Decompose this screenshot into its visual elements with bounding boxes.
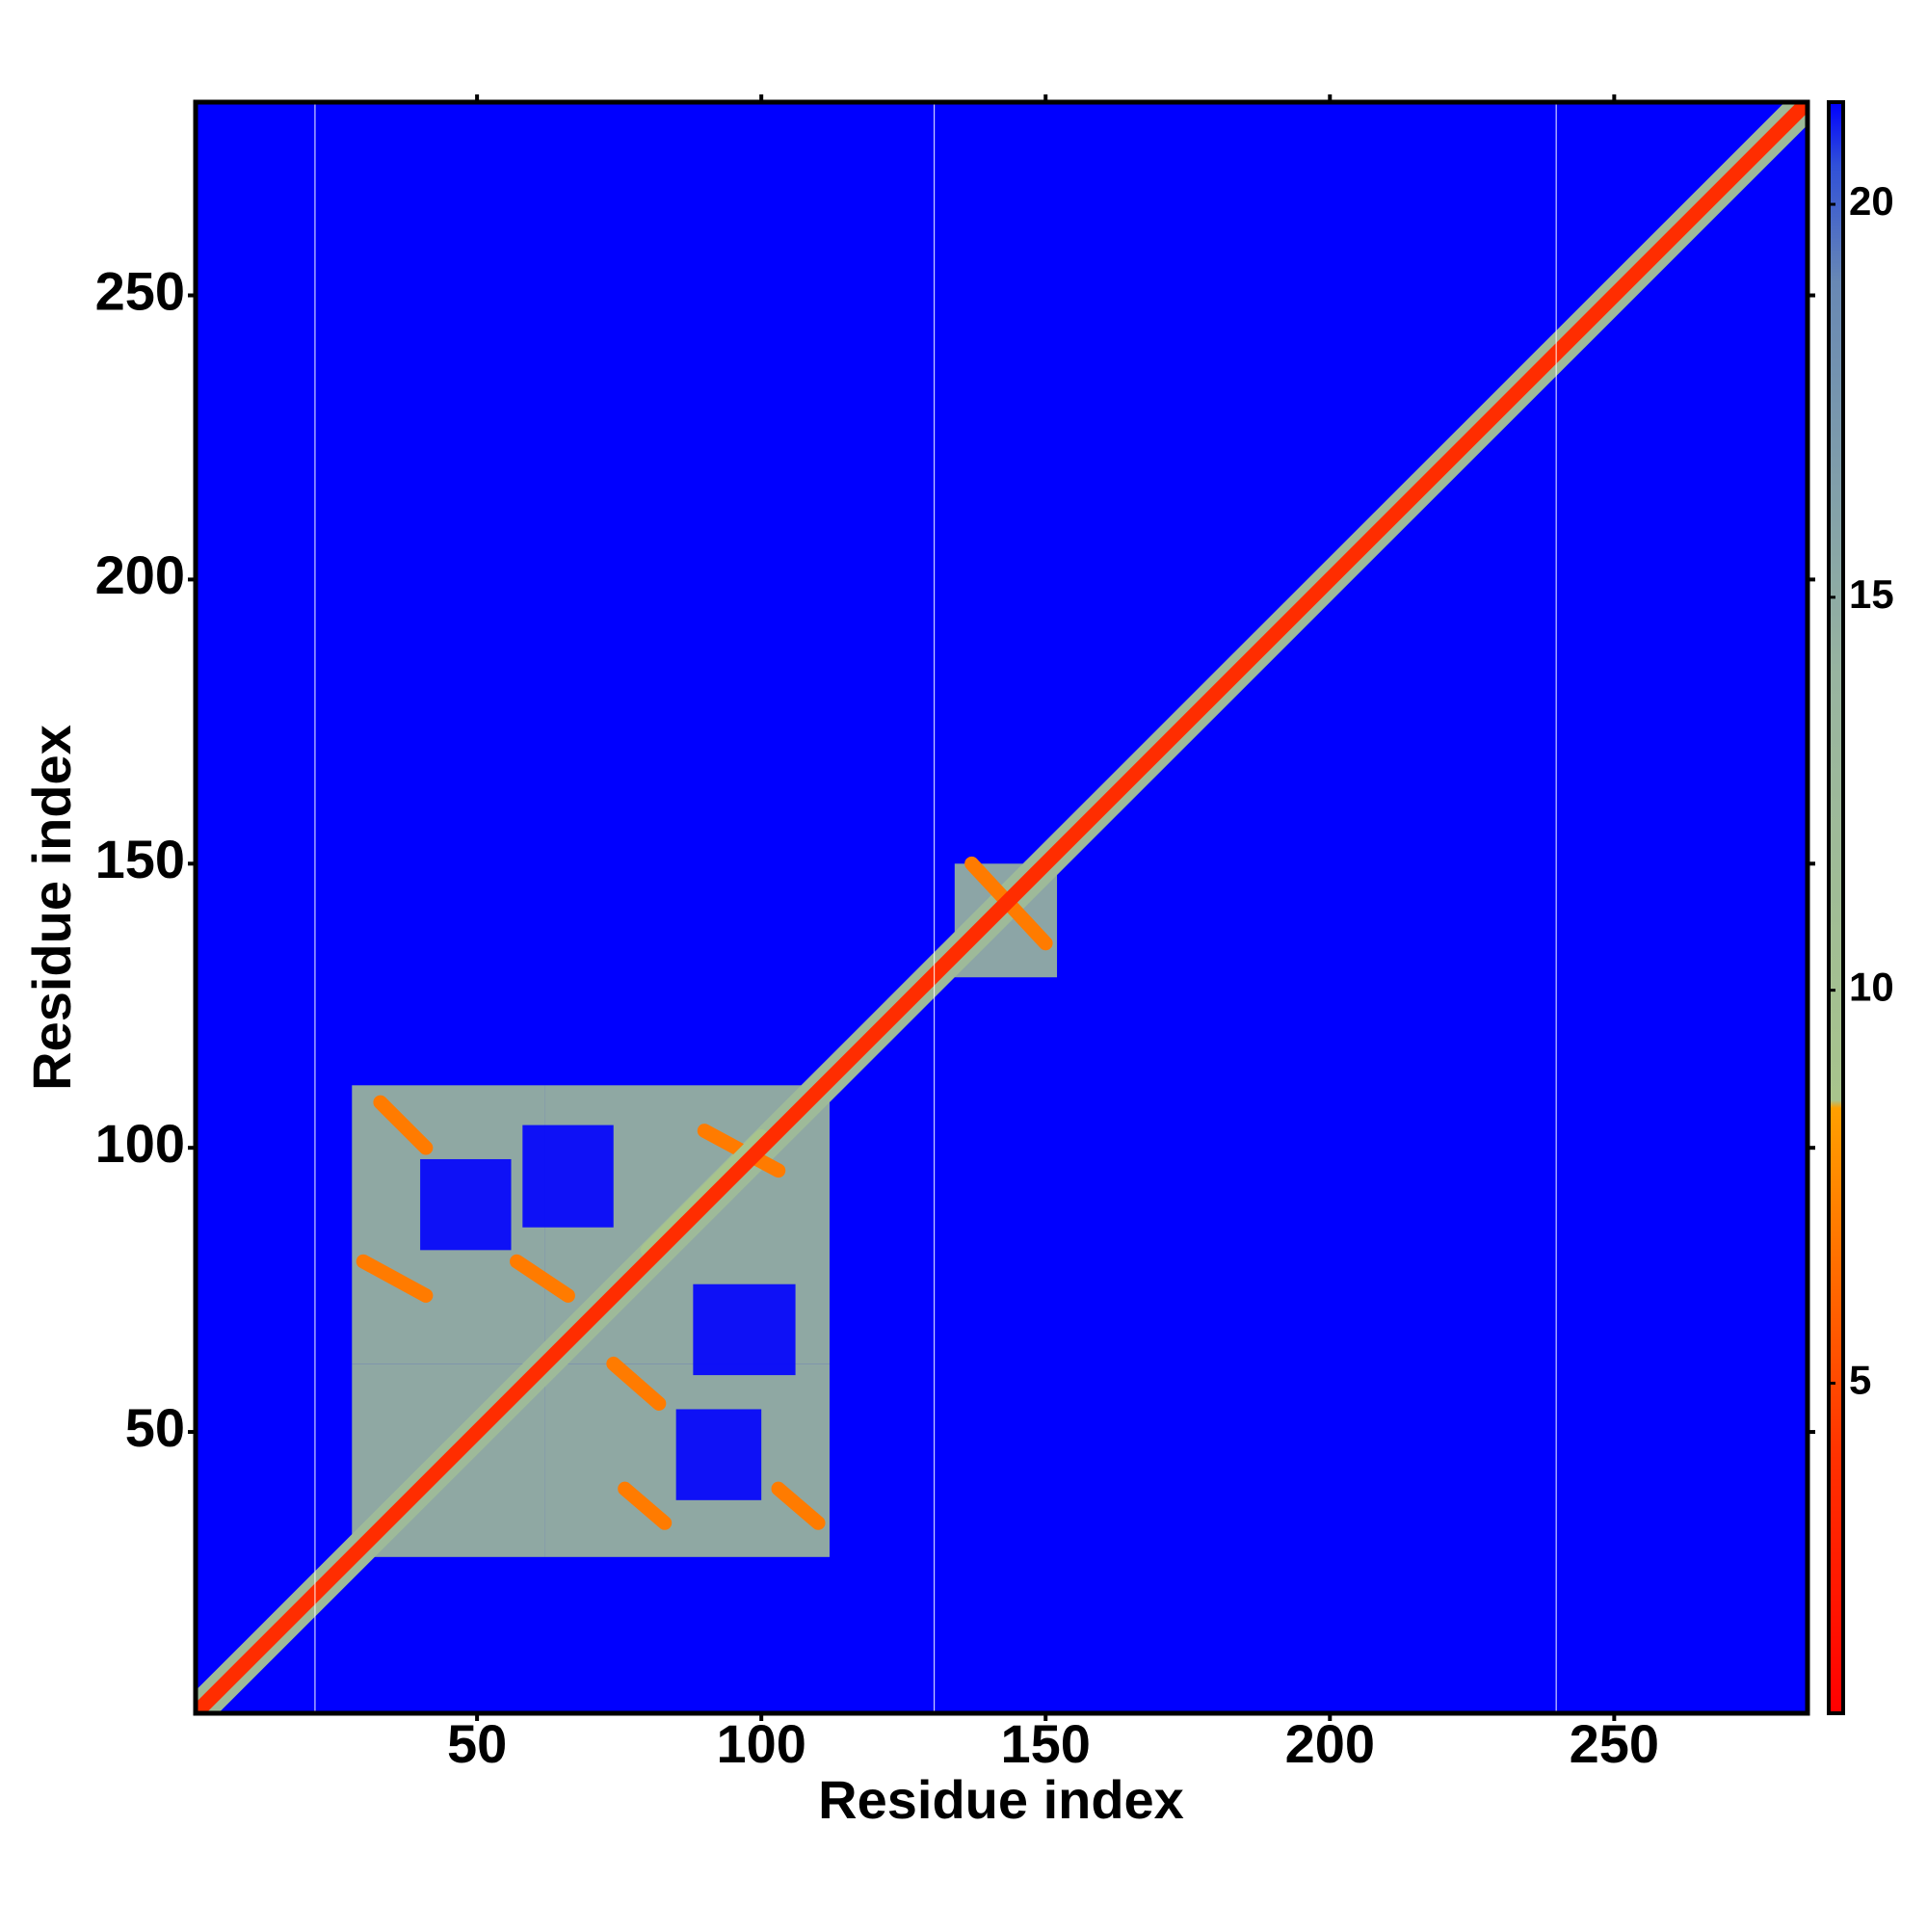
y-tick-label: 250 <box>95 260 185 321</box>
colorbar-tick-label: 5 <box>1849 1358 1871 1403</box>
plot-frame <box>193 99 1810 1716</box>
colorbar <box>1827 100 1845 1715</box>
y-tick-label: 150 <box>95 829 185 889</box>
diagonal <box>196 102 1808 1713</box>
heatmap-patch <box>522 1125 614 1228</box>
y-tick-label: 50 <box>125 1397 185 1458</box>
y-tick-label: 100 <box>95 1113 185 1174</box>
contact-stripe <box>356 1254 434 1303</box>
x-tick-label: 200 <box>1285 1713 1375 1774</box>
x-tick-label: 250 <box>1570 1713 1659 1774</box>
colorbar-tick-label: 15 <box>1849 571 1894 617</box>
heatmap-patch <box>675 1409 762 1500</box>
contact-stripe <box>373 1095 434 1155</box>
contact-stripe <box>510 1254 575 1303</box>
plot-area <box>196 102 1808 1713</box>
contact-stripe <box>771 1481 826 1530</box>
contact-stripe <box>640 1129 769 1257</box>
x-axis-title: Residue index <box>818 1769 1184 1830</box>
colorbar-tick-label: 20 <box>1849 178 1894 224</box>
colorbar-tick-label: 10 <box>1849 965 1894 1010</box>
contact-stripe <box>606 1356 667 1411</box>
contact-stripe <box>618 1481 673 1530</box>
x-tick-label: 100 <box>716 1713 805 1774</box>
heatmap-patch <box>420 1158 512 1251</box>
x-tick-label: 50 <box>447 1713 507 1774</box>
y-tick-label: 200 <box>95 544 185 605</box>
x-tick-label: 150 <box>1001 1713 1091 1774</box>
y-axis-title: Residue index <box>21 725 82 1091</box>
heatmap-patch <box>693 1284 796 1376</box>
